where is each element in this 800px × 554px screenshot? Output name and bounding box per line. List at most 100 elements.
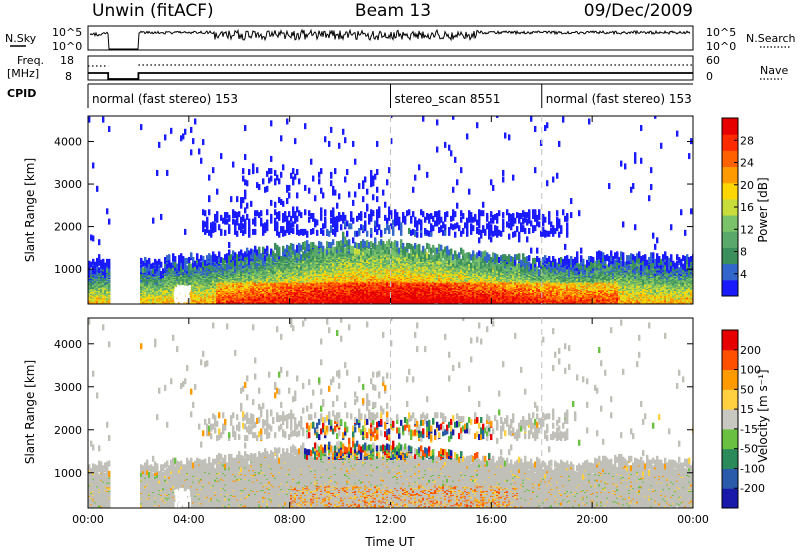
heatmap-cell bbox=[204, 263, 207, 270]
heatmap-cell bbox=[106, 208, 109, 215]
heatmap-cell bbox=[296, 224, 299, 231]
heatmap-cell bbox=[212, 221, 215, 228]
heatmap-cell bbox=[262, 223, 265, 230]
heatmap-cell bbox=[330, 171, 333, 178]
cpid-segment-label: normal (fast stereo) 153 bbox=[546, 92, 692, 106]
heatmap-cell bbox=[98, 259, 101, 266]
heatmap-cell bbox=[248, 169, 251, 176]
heatmap-cell bbox=[202, 220, 205, 227]
heatmap-cell bbox=[244, 222, 247, 229]
heatmap-cell bbox=[252, 167, 255, 174]
heatmap-cell bbox=[278, 246, 281, 253]
heatmap-cell bbox=[208, 209, 211, 216]
heatmap-cell bbox=[208, 263, 211, 270]
heatmap-cell bbox=[228, 258, 231, 265]
heatmap-cell bbox=[244, 179, 247, 186]
heatmap-cell bbox=[236, 230, 239, 237]
heatmap-cell bbox=[318, 178, 321, 185]
heatmap-cell bbox=[200, 255, 203, 262]
heatmap-cell bbox=[92, 235, 95, 242]
heatmap-cell bbox=[248, 258, 251, 265]
heatmap-cell bbox=[316, 229, 319, 236]
heatmap-cell bbox=[228, 214, 231, 221]
heatmap-cell bbox=[212, 227, 215, 234]
heatmap-cell bbox=[312, 175, 315, 182]
heatmap-cell bbox=[140, 124, 143, 131]
freq-tick-top: 18 bbox=[60, 54, 74, 67]
heatmap-cell bbox=[146, 266, 149, 273]
nave-label: Nave bbox=[760, 64, 788, 77]
heatmap-cell bbox=[108, 125, 111, 132]
heatmap-cell bbox=[152, 268, 155, 275]
heatmap-cell bbox=[246, 247, 249, 254]
heatmap-cell bbox=[242, 214, 245, 221]
heatmap-cell bbox=[224, 217, 227, 224]
nsearch-tick-top: 10^5 bbox=[706, 26, 736, 39]
heatmap-cell bbox=[232, 161, 235, 168]
nsky-label: N.Sky bbox=[5, 32, 37, 45]
heatmap-cell bbox=[244, 207, 247, 214]
heatmap-cell bbox=[228, 224, 231, 231]
heatmap-cell bbox=[242, 253, 245, 260]
heatmap-cell bbox=[252, 163, 255, 170]
heatmap-cell bbox=[194, 264, 197, 271]
heatmap-cell bbox=[96, 257, 99, 264]
heatmap-cell bbox=[150, 270, 153, 277]
heatmap-cell bbox=[316, 219, 319, 226]
heatmap-cell bbox=[238, 251, 241, 258]
heatmap-cell bbox=[258, 246, 261, 253]
heatmap-cell bbox=[100, 259, 103, 266]
heatmap-cell bbox=[204, 228, 207, 235]
heatmap-cell bbox=[208, 253, 211, 260]
heatmap-cell bbox=[158, 258, 161, 265]
heatmap-cell bbox=[246, 180, 249, 187]
heatmap-cell bbox=[260, 253, 263, 260]
heatmap-cell bbox=[90, 234, 93, 241]
heatmap-cell bbox=[214, 213, 217, 220]
heatmap-cell bbox=[296, 215, 299, 222]
heatmap-cell bbox=[168, 266, 171, 273]
heatmap-cell bbox=[212, 167, 215, 174]
heatmap-cell bbox=[190, 149, 193, 156]
heatmap-cell bbox=[88, 271, 91, 278]
heatmap-cell bbox=[264, 227, 267, 234]
heatmap-cell bbox=[234, 219, 237, 226]
heatmap-cell bbox=[232, 258, 235, 265]
heatmap-cell bbox=[214, 254, 217, 261]
heatmap-cell bbox=[244, 251, 247, 258]
heatmap-cell bbox=[190, 252, 193, 259]
heatmap-cell bbox=[152, 217, 155, 224]
heatmap-cell bbox=[220, 214, 223, 221]
heatmap-cell bbox=[320, 168, 323, 175]
heatmap-cell bbox=[222, 217, 225, 224]
heatmap-cell bbox=[244, 193, 247, 200]
heatmap-cell bbox=[304, 209, 307, 216]
heatmap-cell bbox=[184, 128, 187, 135]
heatmap-cell bbox=[210, 229, 213, 236]
heatmap-cell bbox=[286, 118, 289, 125]
heatmap-cell bbox=[270, 155, 273, 162]
heatmap-cell bbox=[178, 255, 181, 262]
heatmap-cell bbox=[148, 261, 151, 268]
heatmap-cell bbox=[264, 248, 267, 255]
heatmap-cell bbox=[144, 256, 147, 263]
heatmap-cell bbox=[216, 211, 219, 218]
cpid-row: normal (fast stereo) 153 stereo_scan 8551… bbox=[87, 83, 693, 108]
heatmap-cell bbox=[92, 258, 95, 265]
station-title: Unwin (fitACF) bbox=[92, 1, 214, 21]
heatmap-cell bbox=[270, 199, 273, 206]
heatmap-cell bbox=[164, 256, 167, 263]
heatmap-cell bbox=[288, 184, 291, 191]
heatmap-cell bbox=[266, 209, 269, 216]
heatmap-cell bbox=[108, 266, 111, 273]
heatmap-cell bbox=[304, 123, 307, 130]
heatmap-cell bbox=[234, 252, 237, 259]
heatmap-cell bbox=[264, 255, 267, 262]
heatmap-cell bbox=[252, 249, 255, 256]
heatmap-cell bbox=[168, 259, 171, 266]
heatmap-cell bbox=[262, 178, 265, 185]
heatmap-cell bbox=[202, 209, 205, 216]
heatmap-cell bbox=[246, 202, 249, 209]
heatmap-cell bbox=[228, 227, 231, 234]
heatmap-cell bbox=[270, 213, 273, 220]
